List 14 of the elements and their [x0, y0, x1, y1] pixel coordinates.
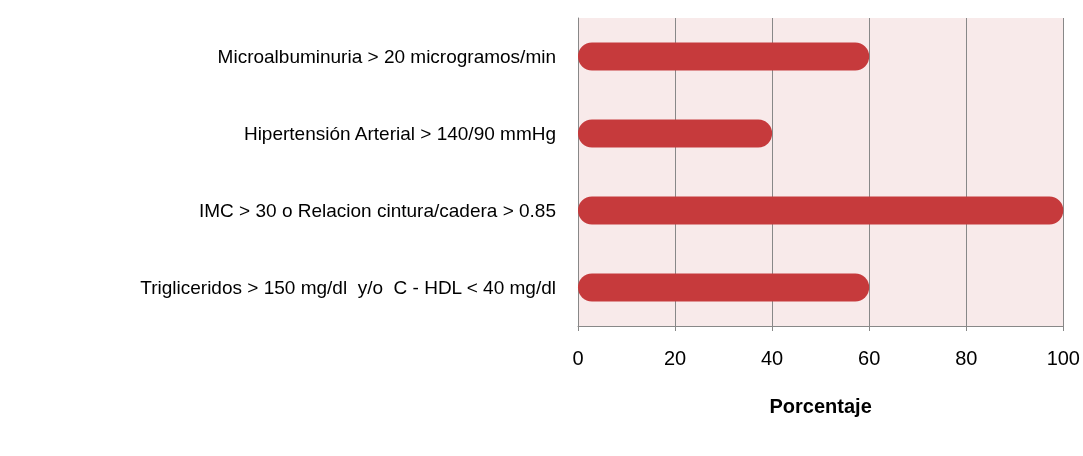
bar [578, 273, 870, 302]
x-tick-label: 0 [572, 347, 584, 369]
y-tick-label: Hipertensión Arterial > 140/90 mmHg [243, 123, 556, 144]
y-tick-label: IMC > 30 o Relacion cintura/cadera > 0.85 [199, 200, 556, 221]
x-tick-label: 80 [955, 347, 978, 369]
bar [578, 42, 870, 71]
y-tick-label: Trigliceridos > 150 mg/dl y/o C - HDL < 40 mg/dl [140, 277, 556, 298]
y-tick-label: Microalbuminuria > 20 microgramos/min [217, 46, 556, 67]
x-tick-label: 60 [858, 347, 881, 369]
x-tick-label: 20 [663, 347, 687, 369]
bar [578, 119, 773, 148]
x-axis-title: Porcentaje [769, 395, 872, 417]
x-tick-label: 100 [1046, 347, 1080, 369]
x-tick-label: 40 [761, 347, 784, 369]
